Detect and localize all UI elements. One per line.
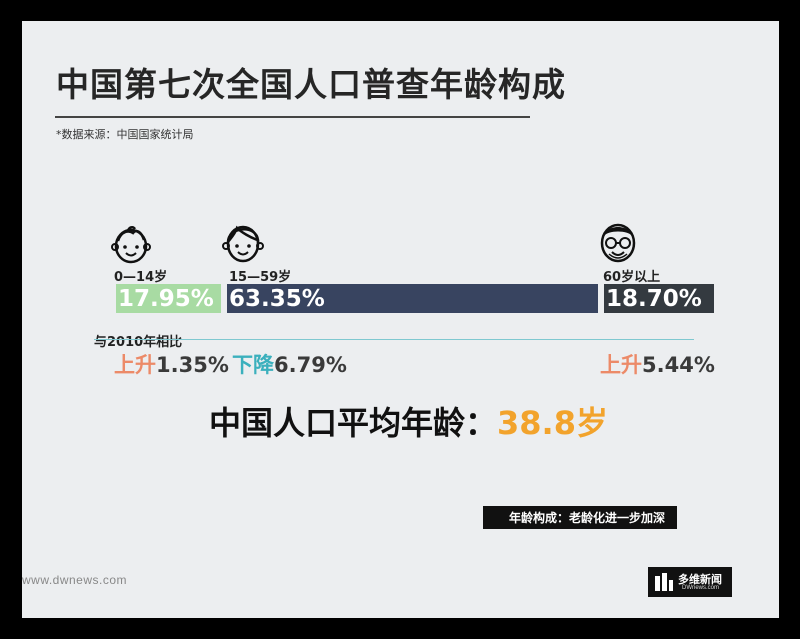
bar-value-label: 63.35% — [229, 286, 325, 312]
bar-age-60-plus: 18.70% — [604, 284, 714, 313]
change-direction: 上升 — [114, 353, 156, 377]
brand-subtitle: DWnews.com — [682, 585, 720, 591]
label-age-60-plus: 60岁以上 — [603, 270, 661, 285]
average-age-value: 38.8岁 — [497, 404, 608, 442]
change-age-15-59: 下降6.79% — [232, 349, 347, 379]
child-face-icon — [111, 226, 151, 264]
adult-face-icon — [222, 225, 264, 263]
bar-value-label: 18.70% — [606, 286, 702, 312]
dwnews-logo: 多维新闻 DWnews.com — [648, 567, 732, 597]
label-age-15-59: 15—59岁 — [229, 270, 292, 285]
bar-age-15-59: 63.35% — [227, 284, 598, 313]
brand-name: 多维新闻 — [678, 573, 722, 586]
compare-divider — [94, 339, 694, 340]
change-value: 6.79% — [274, 353, 347, 377]
change-value: 1.35% — [156, 353, 229, 377]
change-direction: 下降 — [232, 353, 274, 377]
average-age-label: 中国人口平均年龄： — [209, 404, 498, 442]
change-age-60-plus: 上升5.44% — [600, 349, 715, 379]
dwnews-logo-icon — [655, 573, 673, 591]
data-source: *数据来源：中国国家统计局 — [56, 128, 194, 141]
website-url[interactable]: www.dwnews.com — [22, 573, 128, 587]
elderly-face-icon — [600, 223, 636, 263]
change-age-0-14: 上升1.35% — [114, 349, 229, 379]
change-value: 5.44% — [642, 353, 715, 377]
bar-value-label: 17.95% — [118, 286, 214, 312]
bar-age-0-14: 17.95% — [116, 284, 221, 313]
average-age: 中国人口平均年龄：38.8岁 — [209, 398, 608, 444]
change-direction: 上升 — [600, 353, 642, 377]
page-title: 中国第七次全国人口普查年龄构成 — [56, 65, 566, 104]
label-age-0-14: 0—14岁 — [114, 270, 168, 285]
title-underline — [55, 116, 530, 118]
compare-label: 与2010年相比 — [94, 335, 183, 350]
summary-tag: 年龄构成：老龄化进一步加深 — [483, 506, 678, 529]
